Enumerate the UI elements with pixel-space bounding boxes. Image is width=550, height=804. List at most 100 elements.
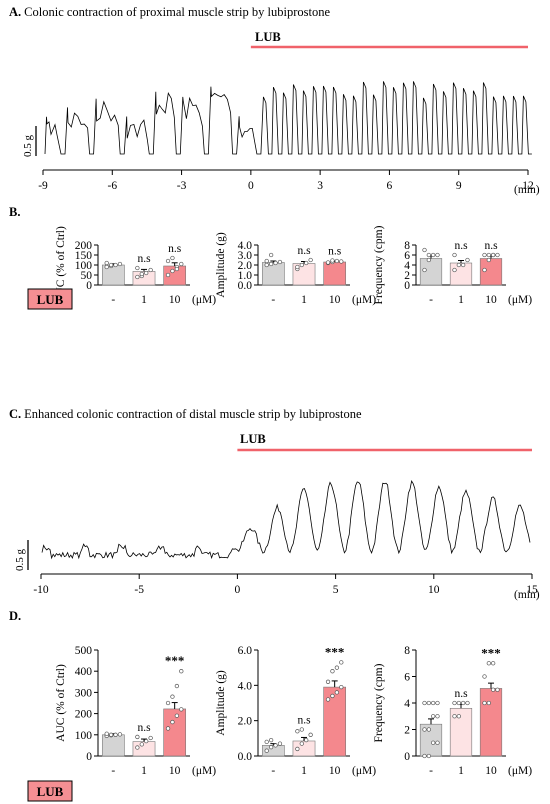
trace-a-chart: LUB 0.5 g -9 -6 -3 0 3 6 9 12 (min) [22,30,540,196]
D_auc-data-point [165,726,171,731]
B_amplitude-data-point [334,258,340,264]
trace-c-signal [41,480,531,560]
B_amplitude-category-label: 1 [301,294,307,306]
B_frequency-data-point [426,257,431,263]
traceC-tick-label: 0 [235,584,241,596]
D_amplitude-data-point [264,748,269,753]
D_frequency-data-point [452,714,457,719]
B_frequency-ylabel: Frequency (cpm) [373,225,385,304]
trace-a-ticks: -9 -6 -3 0 3 6 9 12 [38,170,534,192]
B_amplitude-data-point [268,261,274,267]
B_auc-data-point [179,261,184,267]
B_auc-category-label: 1 [141,294,147,306]
D_amplitude-y-tick-label: 0.0 [238,751,253,763]
B_auc-data-point [165,272,171,278]
D_auc-bar [163,708,187,757]
d-lub-box: LUB [27,780,73,802]
D_frequency-data-point [491,687,496,692]
trace-c-chart: LUB 0.5 g -10 -5 0 5 10 15 (min) [14,432,540,601]
D_auc-y-tick-label: 200 [75,709,93,721]
trace-a-scale-label: 0.5 g [22,135,34,158]
D_frequency-data-point [422,700,427,706]
B_frequency-data-point [431,252,436,258]
trace-c-ticks: -10 -5 0 5 10 15 [33,574,538,596]
D_frequency-data-point [431,700,436,706]
B_amplitude-bar [323,261,347,286]
D_amplitude-data-point [330,693,335,699]
D_amplitude-data-point [339,684,344,690]
D_frequency-ylabel: Frequency (cpm) [373,663,385,742]
D_auc-y-tick-label: 300 [75,687,93,699]
traceC-tick-label: 5 [333,584,339,596]
D_amplitude-y-tick-label: 2.0 [238,716,253,728]
D_auc-y-tick-label: 100 [75,730,93,742]
D_auc-data-point [165,700,171,706]
D_frequency-y-tick-label: 6 [404,672,410,684]
D_amplitude-data-point [268,737,274,743]
D_auc-data-point [108,732,114,737]
D_auc-data-point [144,739,149,744]
B_auc-data-point [139,271,144,277]
D_frequency-data-point [486,661,491,666]
D_amplitude-data-point [325,697,331,702]
B_amplitude-y-tick-label: 3.0 [238,250,253,262]
D_auc-annotation: *** [165,653,185,668]
D_amplitude-data-point [273,743,278,748]
B_frequency-data-point [486,257,491,263]
D_frequency-data-point [422,727,427,732]
B_auc-data-point [104,260,109,266]
B_auc-y-tick-label: 100 [75,260,93,272]
D_auc-y-tick-label: 500 [75,645,93,657]
D_frequency-data-point [435,714,440,719]
D_auc-category-label: - [111,765,115,777]
D_frequency-data-point [461,700,466,706]
traceC-tick-label: -5 [134,584,144,596]
D_frequency-data-point [495,687,500,692]
B_amplitude-data-point [273,260,278,266]
D_auc-data-point [135,745,140,750]
B_amplitude-ylabel: Amplitude (g) [215,232,227,298]
D_auc-data-point [170,719,175,725]
B_amplitude-annotation: n.s [297,245,311,257]
D_frequency-data-point [456,700,461,706]
D_auc-data-point [174,683,180,689]
D_auc-data-point [148,735,153,741]
trace-a-xlabel: (min) [514,184,540,196]
B_frequency-data-point [422,247,427,253]
B_auc-y-tick-label: 0 [86,280,92,292]
D_frequency-y-tick-label: 8 [404,645,410,657]
D_frequency-data-point [435,700,440,706]
D_auc-data-point [104,731,109,736]
traceA-tick-label: 0 [248,180,254,192]
D_amplitude-data-point [268,745,274,750]
B_auc-data-point [135,274,140,280]
B_auc-y-tick-label: 150 [75,250,93,262]
trace-a-lub-label: LUB [255,30,281,44]
B_amplitude-data-point [268,252,274,258]
B_frequency-data-point [426,252,431,258]
D_frequency-y-tick-label: 0 [404,751,410,763]
D_frequency-data-point [426,753,431,759]
B_auc-data-point [170,255,175,261]
B_amplitude-data-point [304,260,309,266]
D_frequency-category-label: 10 [485,765,497,777]
B_auc-data-point [170,268,175,274]
D_auc-bar [101,734,125,757]
B_frequency-data-point [465,257,470,263]
B_frequency-data-point [482,267,487,273]
D_amplitude-bar [323,686,347,757]
D_frequency-data-point [491,661,496,666]
B_frequency-data-point [461,262,466,268]
B_amplitude-y-tick-label: 0.0 [238,280,253,292]
B_frequency-data-point [422,267,427,273]
panel-a-heading: A. Colonic contraction of proximal muscle… [9,5,330,19]
B_amplitude-data-point [308,257,313,263]
B_amplitude-y-tick-label: 4.0 [238,240,253,252]
D_amplitude-data-point [277,741,283,746]
D_frequency-data-point [482,674,487,679]
D_amplitude-data-point [334,665,340,670]
B_amplitude-data-point [339,259,344,264]
B_auc-data-point [135,265,140,271]
B_amplitude-data-point [295,264,300,270]
